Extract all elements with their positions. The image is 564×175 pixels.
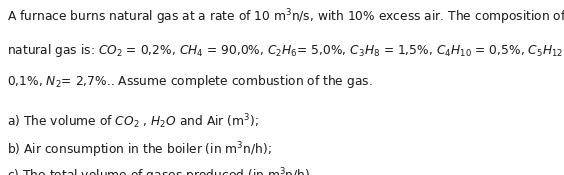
Text: 0,1%, $N_2$= 2,7%.. Assume complete combustion of the gas.: 0,1%, $N_2$= 2,7%.. Assume complete comb… [7,74,372,90]
Text: a) The volume of $CO_2$ , $H_2O$ and Air (m$^3$);: a) The volume of $CO_2$ , $H_2O$ and Air… [7,112,258,131]
Text: natural gas is: $CO_2$ = 0,2%, $CH_4$ = 90,0%, $C_2H_6$= 5,0%, $C_3H_8$ = 1,5%, : natural gas is: $CO_2$ = 0,2%, $CH_4$ = … [7,42,564,59]
Text: A furnace burns natural gas at a rate of 10 m$^3$n/s, with 10% excess air. The c: A furnace burns natural gas at a rate of… [7,7,564,27]
Text: c) The total volume of gases produced (in m$^3$n/h).: c) The total volume of gases produced (i… [7,166,314,175]
Text: b) Air consumption in the boiler (in m$^3$n/h);: b) Air consumption in the boiler (in m$^… [7,140,271,160]
